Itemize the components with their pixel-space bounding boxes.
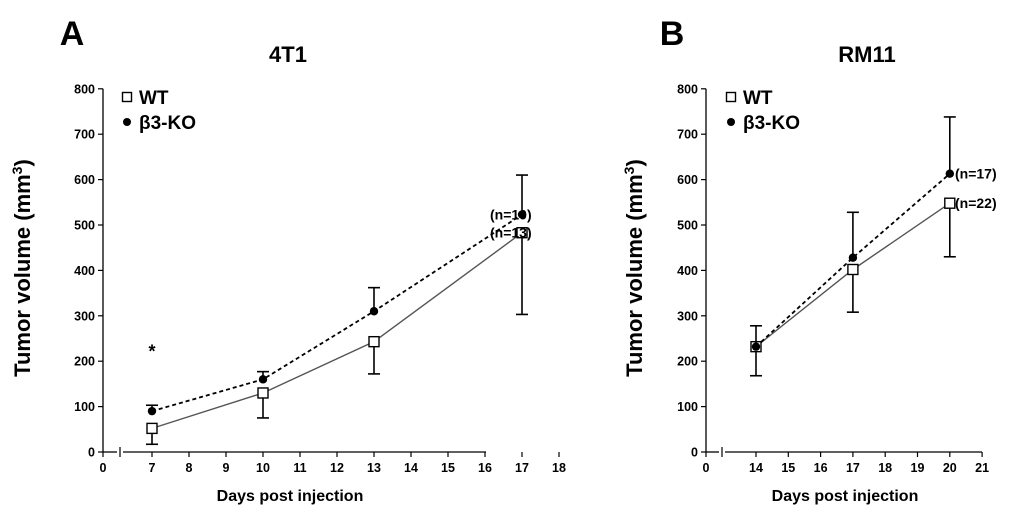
n-label: (n=10) bbox=[490, 207, 532, 223]
x-tick-label: 10 bbox=[256, 461, 270, 475]
legend-label: WT bbox=[743, 88, 773, 109]
x-tick-label: 15 bbox=[781, 461, 795, 475]
y-tick-label: 500 bbox=[74, 219, 95, 233]
legend-marker-wt bbox=[121, 91, 133, 103]
y-tick-label: 300 bbox=[677, 309, 698, 323]
n-label: (n=22) bbox=[955, 195, 997, 211]
x-tick-label: 18 bbox=[552, 461, 566, 475]
x-tick-label: 8 bbox=[186, 461, 193, 475]
x-tick-label: 17 bbox=[846, 461, 860, 475]
data-point-wt bbox=[368, 335, 380, 348]
y-tick-label: 500 bbox=[677, 219, 698, 233]
data-point-wt bbox=[146, 422, 158, 435]
series-line bbox=[755, 173, 951, 348]
y-tick-label: 700 bbox=[74, 128, 95, 142]
data-point-ko bbox=[751, 342, 761, 351]
x-tick-label: 20 bbox=[943, 461, 957, 475]
x-tick-label: 13 bbox=[367, 461, 381, 475]
x-tick-label: 18 bbox=[878, 461, 892, 475]
x-tick-label: 19 bbox=[911, 461, 925, 475]
legend-label: β3-KO bbox=[743, 113, 800, 134]
x-tick-label: 12 bbox=[330, 461, 344, 475]
y-tick-label: 700 bbox=[677, 128, 698, 142]
panel-a: A 4T1 0 100 200 300 400 500 600 700 800 0 7 8 9 10 11 12 1… bbox=[9, 15, 566, 505]
x-tick-label: 15 bbox=[441, 461, 455, 475]
x-axis-label: Days post injection bbox=[217, 488, 364, 505]
data-point-wt bbox=[944, 197, 956, 209]
y-tick-label: 600 bbox=[74, 173, 95, 187]
x-tick-label: 9 bbox=[223, 461, 230, 475]
chart-title: 4T1 bbox=[269, 42, 307, 67]
x-tick-label: 14 bbox=[404, 461, 418, 475]
data-point-ko bbox=[517, 210, 527, 219]
n-label: (n=13) bbox=[490, 225, 532, 241]
y-tick-label: 600 bbox=[677, 173, 698, 187]
data-point-ko bbox=[258, 375, 268, 384]
panel-letter: A bbox=[60, 15, 85, 53]
y-tick-label: 300 bbox=[74, 309, 95, 323]
x-axis-label: Days post injection bbox=[772, 488, 919, 505]
x-tick-label: 21 bbox=[975, 461, 989, 475]
x-tick-label: 0 bbox=[100, 461, 107, 475]
legend-marker-wt bbox=[725, 91, 737, 103]
data-point-ko bbox=[147, 406, 157, 416]
legend-marker-ko bbox=[727, 118, 735, 126]
series-line bbox=[151, 213, 523, 413]
data-point-wt bbox=[516, 227, 528, 239]
y-axis-label: Tumor volume (mm3) bbox=[621, 159, 647, 377]
data-point-wt bbox=[257, 387, 269, 399]
x-tick-label: 16 bbox=[814, 461, 828, 475]
y-tick-label: 400 bbox=[677, 264, 698, 278]
data-point-ko bbox=[945, 169, 954, 178]
y-tick-label: 0 bbox=[691, 446, 698, 460]
series-line bbox=[151, 232, 523, 430]
y-tick-label: 800 bbox=[677, 82, 698, 96]
y-tick-label: 800 bbox=[74, 82, 95, 96]
legend-label: β3-KO bbox=[139, 113, 196, 134]
data-point-ko bbox=[369, 307, 379, 316]
data-point-wt bbox=[847, 263, 859, 276]
data-point-ko bbox=[848, 253, 858, 262]
y-axis-label: Tumor volume (mm3) bbox=[9, 159, 35, 377]
n-label: (n=17) bbox=[955, 166, 997, 182]
chart-title: RM11 bbox=[838, 42, 895, 67]
y-tick-label: 100 bbox=[74, 400, 95, 414]
x-tick-label: 14 bbox=[749, 461, 763, 475]
y-tick-label: 200 bbox=[74, 355, 95, 369]
legend-label: WT bbox=[139, 88, 169, 109]
panel-letter: B bbox=[660, 15, 685, 53]
x-tick-label: 7 bbox=[149, 461, 156, 475]
x-tick-label: 17 bbox=[515, 461, 529, 475]
x-tick-label: 0 bbox=[703, 461, 710, 475]
y-tick-label: 0 bbox=[88, 446, 95, 460]
panel-b: B RM11 0 100 200 300 400 500 600 700 800 0 14 15 16 17 1… bbox=[621, 15, 997, 505]
x-tick-label: 16 bbox=[478, 461, 492, 475]
y-tick-label: 400 bbox=[74, 264, 95, 278]
y-tick-label: 100 bbox=[677, 400, 698, 414]
y-tick-label: 200 bbox=[677, 355, 698, 369]
x-tick-label: 11 bbox=[293, 461, 306, 475]
legend-marker-ko bbox=[123, 118, 131, 126]
significance-star: * bbox=[148, 341, 155, 361]
